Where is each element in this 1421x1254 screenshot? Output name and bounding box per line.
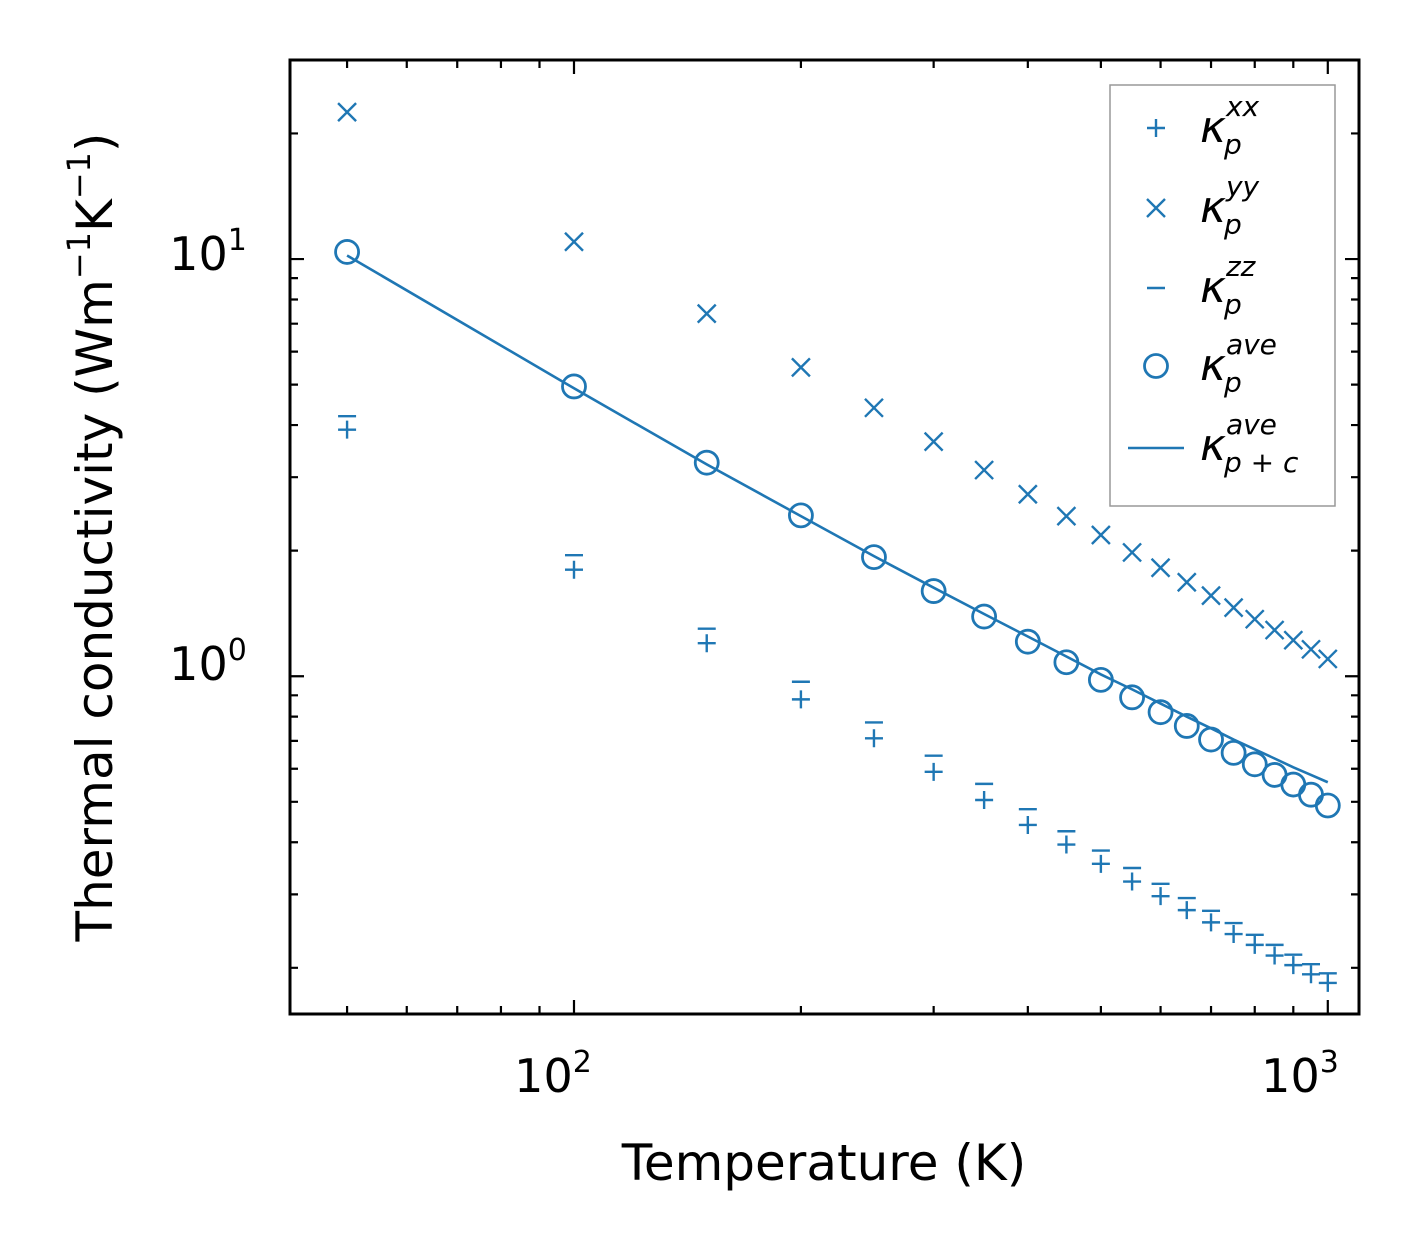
x-axis-label: Temperature (K)	[621, 1134, 1026, 1192]
point-kappa_p_ave-950	[1298, 781, 1324, 808]
point-kappa_p_xx-500	[1091, 854, 1110, 873]
point-kappa_p_xx-950	[1302, 965, 1321, 984]
point-kappa_p_yy-250	[864, 397, 884, 418]
point-kappa_p_ave-1000	[1314, 792, 1341, 819]
point-kappa_p_xx-400	[1018, 815, 1037, 834]
x-tick-label-1000: 103	[1261, 1045, 1339, 1103]
series-kappa_p+c_ave	[346, 254, 1329, 784]
point-kappa_p_ave-50	[334, 239, 360, 265]
point-kappa_p_xx-750	[1224, 925, 1243, 944]
point-kappa_p_ave-600	[1147, 699, 1174, 726]
legend-marker-kappa_p_yy	[1146, 198, 1166, 218]
point-kappa_p_xx-50	[338, 420, 357, 439]
point-kappa_p_ave-100	[561, 373, 587, 400]
series-kappa_p_ave	[334, 239, 1341, 819]
point-kappa_p_ave-300	[920, 578, 947, 604]
point-kappa_p_yy-750	[1223, 597, 1244, 618]
point-kappa_p_yy-50	[337, 102, 357, 122]
point-kappa_p_ave-350	[971, 603, 998, 630]
point-kappa_p_ave-550	[1119, 684, 1145, 711]
point-kappa_p_ave-800	[1241, 751, 1268, 778]
legend-label-kappa_p_zz: κzz p	[1200, 250, 1257, 321]
plot-frame	[288, 58, 1361, 1016]
legend-label-kappa_p_xx: κxx p	[1200, 90, 1260, 161]
point-kappa_p_yy-650	[1176, 572, 1197, 593]
series-line-kappa_p+c_ave	[346, 254, 1329, 784]
point-kappa_p_yy-1000	[1317, 649, 1338, 669]
point-kappa_p_yy-550	[1122, 542, 1142, 563]
point-kappa_p_xx-100	[564, 560, 583, 579]
point-kappa_p_xx-300	[924, 762, 943, 781]
legend: κxx p κyy p κzz p κave p κave p + c	[1109, 84, 1336, 507]
point-kappa_p_ave-900	[1280, 771, 1307, 798]
point-kappa_p_xx-650	[1177, 901, 1196, 920]
point-kappa_p_ave-750	[1220, 739, 1247, 766]
point-kappa_p_xx-450	[1057, 835, 1076, 854]
point-kappa_p_yy-200	[791, 357, 811, 378]
plot-content	[334, 102, 1341, 992]
point-kappa_p_xx-700	[1202, 913, 1221, 932]
point-kappa_p_ave-200	[788, 502, 814, 529]
legend-label-kappa_p_ave: κave p	[1200, 328, 1277, 399]
series-kappa_p_yy	[337, 102, 1338, 669]
point-kappa_p_xx-200	[791, 690, 810, 709]
legend-marker-kappa_p_ave	[1143, 353, 1169, 379]
point-kappa_p_ave-650	[1173, 713, 1200, 739]
legend-marker-kappa_p_xx	[1147, 119, 1165, 137]
point-kappa_p_yy-500	[1091, 525, 1111, 545]
point-kappa_p_yy-600	[1150, 557, 1171, 578]
point-kappa_p_yy-700	[1201, 585, 1221, 606]
point-kappa_p_yy-800	[1244, 609, 1265, 630]
point-kappa_p_yy-900	[1283, 630, 1304, 651]
legend-label-kappa_p+c_ave: κave p + c	[1200, 408, 1299, 479]
point-kappa_p_yy-150	[696, 303, 717, 324]
point-kappa_p_xx-900	[1284, 956, 1303, 975]
point-kappa_p_yy-850	[1264, 620, 1285, 640]
point-kappa_p_xx-600	[1151, 887, 1170, 906]
point-kappa_p_xx-350	[975, 791, 994, 810]
series-kappa_p_zz	[338, 415, 1337, 975]
y-tick-label-10: 101	[169, 223, 247, 281]
series-kappa_p_xx	[338, 420, 1337, 992]
y-axis-label: Thermal conductivity (Wm−1K−1)	[60, 133, 124, 943]
legend-box	[1109, 84, 1336, 507]
point-kappa_p_xx-550	[1123, 872, 1142, 891]
point-kappa_p_yy-100	[564, 231, 584, 252]
point-kappa_p_xx-800	[1245, 935, 1264, 954]
point-kappa_p_yy-350	[974, 460, 994, 480]
y-tick-label-1: 100	[169, 633, 247, 691]
point-kappa_p_ave-500	[1087, 666, 1114, 693]
point-kappa_p_ave-250	[861, 544, 887, 570]
point-kappa_p_xx-1000	[1318, 973, 1337, 992]
point-kappa_p_xx-250	[864, 729, 883, 748]
point-kappa_p_ave-450	[1053, 649, 1080, 676]
x-tick-label-100: 102	[514, 1045, 592, 1103]
point-kappa_p_yy-450	[1056, 506, 1077, 526]
point-kappa_p_yy-400	[1017, 484, 1038, 505]
point-kappa_p_yy-300	[923, 431, 944, 452]
point-kappa_p_xx-150	[697, 634, 716, 653]
legend-label-kappa_p_yy: κyy p	[1200, 170, 1260, 241]
point-kappa_p_xx-850	[1265, 946, 1284, 965]
point-kappa_p_yy-950	[1301, 639, 1321, 660]
point-kappa_p_ave-150	[693, 449, 720, 476]
